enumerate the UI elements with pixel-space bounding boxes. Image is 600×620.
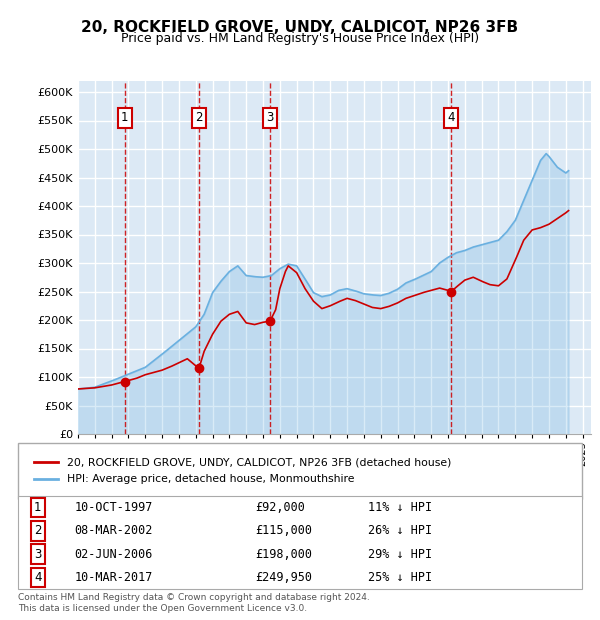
Text: 10-MAR-2017: 10-MAR-2017 — [74, 571, 153, 584]
Text: 3: 3 — [34, 547, 41, 560]
Text: Contains HM Land Registry data © Crown copyright and database right 2024.
This d: Contains HM Land Registry data © Crown c… — [18, 593, 370, 613]
Text: 2: 2 — [195, 111, 203, 124]
Text: 20, ROCKFIELD GROVE, UNDY, CALDICOT, NP26 3FB: 20, ROCKFIELD GROVE, UNDY, CALDICOT, NP2… — [82, 20, 518, 35]
Text: 2: 2 — [34, 525, 41, 538]
Text: 26% ↓ HPI: 26% ↓ HPI — [368, 525, 432, 538]
Text: 11% ↓ HPI: 11% ↓ HPI — [368, 501, 432, 514]
Text: 3: 3 — [266, 111, 274, 124]
Text: 4: 4 — [34, 571, 41, 584]
Text: 29% ↓ HPI: 29% ↓ HPI — [368, 547, 432, 560]
Text: 1: 1 — [34, 501, 41, 514]
Text: 1: 1 — [121, 111, 128, 124]
Text: Price paid vs. HM Land Registry's House Price Index (HPI): Price paid vs. HM Land Registry's House … — [121, 32, 479, 45]
Text: 08-MAR-2002: 08-MAR-2002 — [74, 525, 153, 538]
Text: £115,000: £115,000 — [255, 525, 312, 538]
Text: 02-JUN-2006: 02-JUN-2006 — [74, 547, 153, 560]
Text: £92,000: £92,000 — [255, 501, 305, 514]
Text: 25% ↓ HPI: 25% ↓ HPI — [368, 571, 432, 584]
Text: £198,000: £198,000 — [255, 547, 312, 560]
Text: 4: 4 — [448, 111, 455, 124]
Legend: 20, ROCKFIELD GROVE, UNDY, CALDICOT, NP26 3FB (detached house), HPI: Average pri: 20, ROCKFIELD GROVE, UNDY, CALDICOT, NP2… — [29, 453, 457, 490]
Text: £249,950: £249,950 — [255, 571, 312, 584]
Text: 10-OCT-1997: 10-OCT-1997 — [74, 501, 153, 514]
